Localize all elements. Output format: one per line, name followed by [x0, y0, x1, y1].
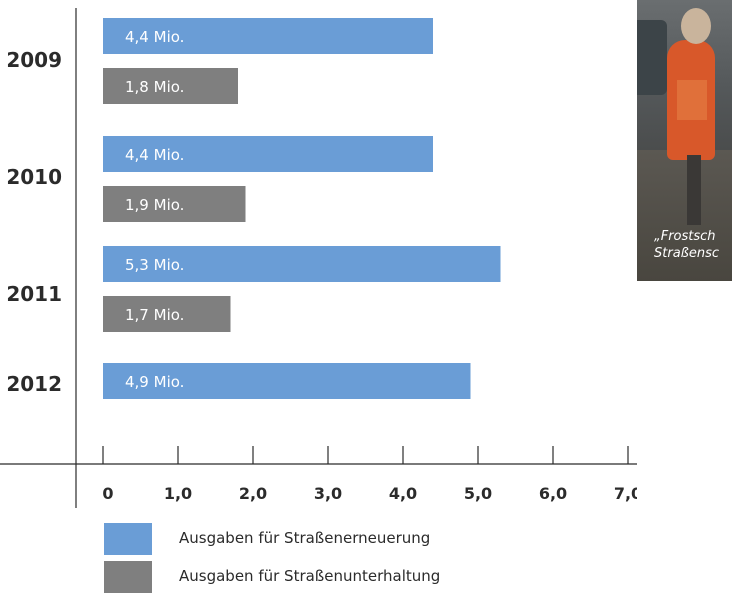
legend-label-maintenance: Ausgaben für Straßenunterhaltung — [179, 567, 441, 585]
photo-worker-vest — [677, 80, 707, 120]
bar-renewal-2011 — [103, 246, 501, 282]
bar-label-renewal-2009: 4,4 Mio. — [125, 28, 184, 46]
photo-caption-line-1: „Frostsch — [654, 229, 716, 244]
legend-swatch-renewal — [104, 523, 152, 555]
photo-caption: „Frostsch Straßensc — [637, 228, 732, 262]
bar-renewal-2009 — [103, 18, 433, 54]
legend-label-renewal: Ausgaben für Straßenerneuerung — [179, 529, 431, 547]
year-label-2009: 2009 — [6, 48, 62, 72]
bar-label-renewal-2012: 4,9 Mio. — [125, 373, 184, 391]
photo-worker-leg — [687, 155, 701, 225]
photo-road — [637, 150, 732, 281]
bar-maintenance-2011 — [103, 296, 231, 332]
x-tick-label-7: 7,0 — [614, 484, 637, 503]
bar-renewal-2010 — [103, 136, 433, 172]
photo-worker-head — [681, 8, 711, 44]
road-repair-photo: „Frostsch Straßensc — [637, 0, 732, 281]
x-tick-label-0: 0 — [102, 484, 113, 503]
bar-chart: 01,02,03,04,05,06,07,0Mio.Euro2009201020… — [0, 8, 637, 508]
bar-label-renewal-2011: 5,3 Mio. — [125, 256, 184, 274]
x-tick-label-5: 5,0 — [464, 484, 492, 503]
x-tick-label-1: 1,0 — [164, 484, 192, 503]
x-tick-label-6: 6,0 — [539, 484, 567, 503]
x-tick-label-3: 3,0 — [314, 484, 342, 503]
bar-label-maintenance-2009: 1,8 Mio. — [125, 78, 184, 96]
photo-car — [637, 20, 667, 95]
bar-label-renewal-2010: 4,4 Mio. — [125, 146, 184, 164]
bar-label-maintenance-2011: 1,7 Mio. — [125, 306, 184, 324]
year-label-2011: 2011 — [6, 282, 62, 306]
year-label-2010: 2010 — [6, 165, 62, 189]
bar-renewal-2012 — [103, 363, 471, 399]
photo-caption-line-2: Straßensc — [654, 246, 720, 261]
bar-label-maintenance-2010: 1,9 Mio. — [125, 196, 184, 214]
year-label-2012: 2012 — [6, 372, 62, 396]
x-tick-label-4: 4,0 — [389, 484, 417, 503]
bar-maintenance-2010 — [103, 186, 246, 222]
legend-swatch-maintenance — [104, 561, 152, 593]
bar-maintenance-2009 — [103, 68, 238, 104]
x-tick-label-2: 2,0 — [239, 484, 267, 503]
